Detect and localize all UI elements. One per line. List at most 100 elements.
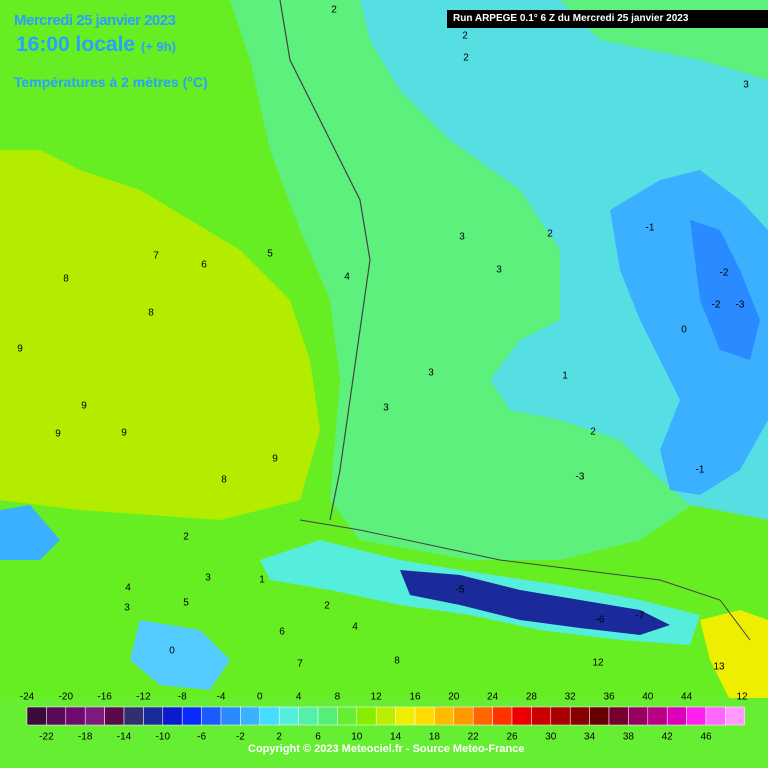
legend-label-bottom: -18 (78, 732, 93, 743)
legend-label-bottom: 6 (315, 732, 321, 743)
legend-swatch (589, 706, 610, 726)
contour-label: 2 (590, 427, 596, 438)
legend-swatch (550, 706, 571, 726)
legend-swatch (666, 706, 687, 726)
legend-swatch (65, 706, 86, 726)
legend-label-bottom: 14 (390, 732, 402, 743)
contour-label: 3 (205, 573, 211, 584)
legend-swatch (240, 706, 261, 726)
contour-label: 0 (169, 646, 175, 657)
legend-label-bottom: 46 (700, 732, 712, 743)
contour-label: 2 (462, 31, 468, 42)
legend-swatch (317, 706, 338, 726)
legend-swatch (278, 706, 299, 726)
contour-label: 6 (279, 627, 285, 638)
legend-label-bottom: 2 (276, 732, 282, 743)
legend-label-top: -4 (217, 692, 226, 703)
contour-label: 2 (463, 53, 469, 64)
contour-label: 13 (713, 662, 725, 673)
contour-label: -1 (646, 223, 655, 234)
contour-label: -3 (576, 472, 585, 483)
contour-label: 5 (183, 598, 189, 609)
contour-label: 3 (124, 603, 130, 614)
contour-label: 7 (153, 251, 159, 262)
legend-swatch (162, 706, 183, 726)
pyrenees-cold (0, 505, 60, 560)
legend-swatch (608, 706, 629, 726)
legend-label-top: 12 (371, 692, 383, 703)
legend-label-top: 20 (448, 692, 460, 703)
contour-label: -1 (696, 465, 705, 476)
legend-label-top: 0 (257, 692, 263, 703)
legend-swatch (375, 706, 396, 726)
legend-swatch (356, 706, 377, 726)
legend-label-top: -8 (178, 692, 187, 703)
legend-label-bottom: 42 (662, 732, 674, 743)
contour-label: 9 (55, 429, 61, 440)
offset: (+ 9h) (140, 39, 176, 54)
contour-label: -5 (456, 585, 465, 596)
legend-swatch (453, 706, 474, 726)
legend-swatch (181, 706, 202, 726)
legend-swatch (201, 706, 222, 726)
legend-label-top: -20 (59, 692, 74, 703)
legend-label-bottom: -22 (39, 732, 54, 743)
contour-label: 3 (428, 368, 434, 379)
border (299, 519, 751, 641)
contour-label: 3 (459, 232, 465, 243)
legend-label-top: 8 (335, 692, 341, 703)
legend-label-bottom: -6 (197, 732, 206, 743)
legend-label-top: 4 (296, 692, 302, 703)
contour-label: 9 (272, 454, 278, 465)
contour-label: -2 (712, 300, 721, 311)
legend-swatch (143, 706, 164, 726)
legend-label-top: -24 (20, 692, 35, 703)
legend-label-bottom: 22 (468, 732, 480, 743)
legend-swatch (84, 706, 105, 726)
legend-swatch (123, 706, 144, 726)
legend-swatch (628, 706, 649, 726)
legend-label-top: 44 (681, 692, 693, 703)
contour-label: -7 (636, 611, 645, 622)
contour-label: 12 (592, 658, 604, 669)
legend-label-top: 40 (642, 692, 654, 703)
legend-swatch (414, 706, 435, 726)
legend-swatch (26, 706, 47, 726)
legend-swatch (647, 706, 668, 726)
legend-swatch (104, 706, 125, 726)
legend-swatch (472, 706, 493, 726)
cool-zone (360, 0, 768, 520)
legend-swatch (492, 706, 513, 726)
variable: Températures à 2 mètres (°C) (14, 74, 208, 90)
contour-label: 8 (221, 475, 227, 486)
legend-label-top: 28 (526, 692, 538, 703)
legend-label-top: 32 (565, 692, 577, 703)
legend-swatch (725, 706, 746, 726)
legend-label-top: 36 (603, 692, 615, 703)
contour-label: 7 (297, 659, 303, 670)
contour-label: 8 (148, 308, 154, 319)
contour-label: 9 (17, 344, 23, 355)
contour-label: 9 (121, 428, 127, 439)
run-info: Run ARPEGE 0.1° 6 Z du Mercredi 25 janvi… (447, 10, 768, 28)
legend-swatch (511, 706, 532, 726)
contour-label: -3 (736, 300, 745, 311)
contour-label: 1 (259, 575, 265, 586)
contour-label: 5 (267, 249, 273, 260)
time-text: 16:00 locale (16, 33, 136, 56)
contour-label: 2 (324, 601, 330, 612)
legend-label-bottom: 38 (623, 732, 635, 743)
legend-label-top: 24 (487, 692, 499, 703)
contour-label: 3 (743, 80, 749, 91)
legend-label-bottom: -14 (117, 732, 132, 743)
legend-label-bottom: 34 (584, 732, 596, 743)
legend-swatch (259, 706, 280, 726)
legend-swatch (220, 706, 241, 726)
legend-label-top: -16 (97, 692, 112, 703)
contour-label: 6 (201, 260, 207, 271)
legend-swatch (705, 706, 726, 726)
legend-label-top: -12 (136, 692, 151, 703)
interior-cool (130, 620, 230, 690)
legend-swatch (395, 706, 416, 726)
